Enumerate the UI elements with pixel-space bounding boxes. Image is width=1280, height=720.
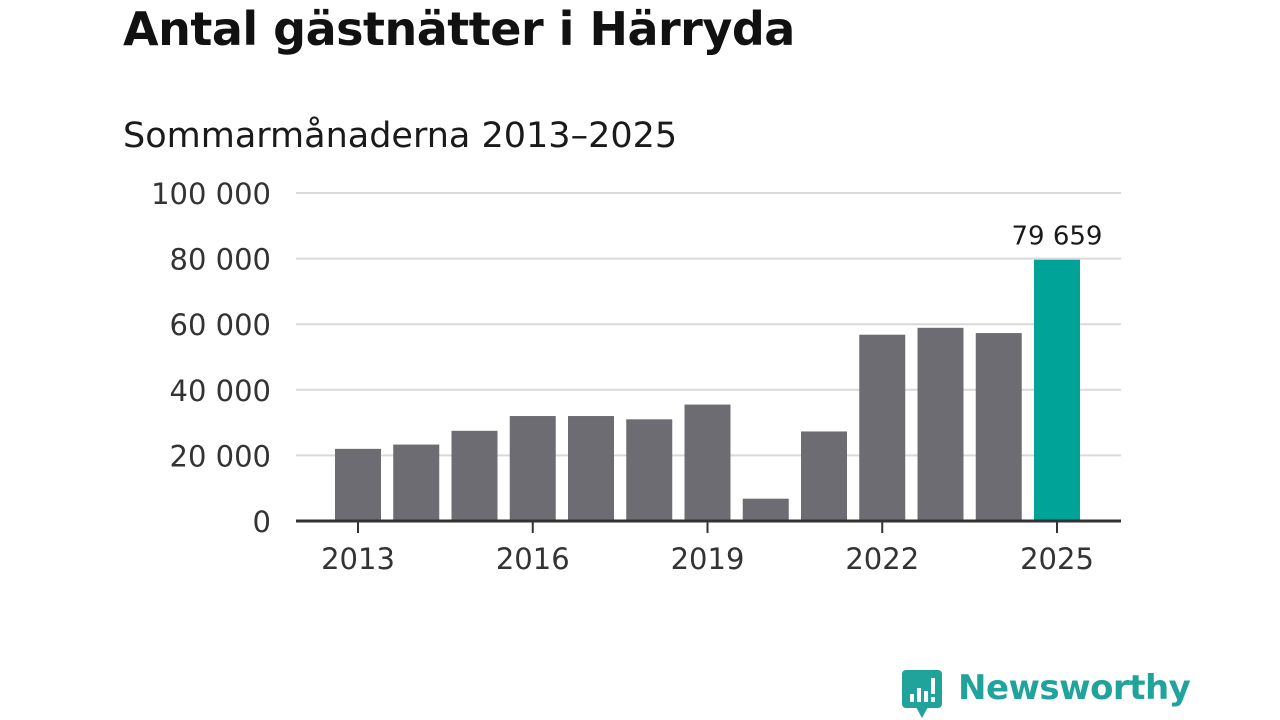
bar	[975, 333, 1022, 521]
x-tick-label: 2019	[671, 542, 745, 576]
bar	[451, 430, 498, 521]
bar	[801, 431, 847, 521]
bar	[859, 334, 906, 521]
y-tick-label: 100 000	[151, 177, 271, 211]
y-tick-label: 60 000	[170, 308, 271, 342]
y-tick-label: 20 000	[170, 439, 271, 473]
newsworthy-logo: Newsworthy	[902, 668, 1191, 720]
y-tick-label: 0	[253, 505, 271, 539]
y-tick-label: 80 000	[170, 243, 271, 277]
newsworthy-logo-icon	[902, 670, 942, 718]
bar	[393, 444, 440, 521]
data-label: 79 659	[1012, 222, 1103, 252]
bar	[509, 416, 556, 521]
bar	[917, 327, 964, 521]
chart-title: Antal gästnätter i Härryda	[123, 2, 795, 56]
bar-chart: 0 20 000 40 000 60 000 80 000 100 000 79 659 20…	[151, 177, 1121, 576]
x-tick-label: 2013	[321, 542, 395, 576]
bar	[684, 404, 731, 521]
chart-subtitle: Sommarmånaderna 2013–2025	[123, 116, 678, 156]
x-tick-label: 2025	[1020, 542, 1094, 576]
brand-name: Newsworthy	[958, 668, 1191, 708]
x-tick-label: 2016	[496, 542, 570, 576]
bar	[335, 448, 381, 521]
bar	[626, 419, 673, 521]
y-tick-label: 40 000	[170, 374, 271, 408]
bar	[742, 498, 789, 521]
bar	[568, 416, 614, 521]
x-tick-label: 2022	[845, 542, 919, 576]
bar-highlight	[1034, 259, 1080, 521]
